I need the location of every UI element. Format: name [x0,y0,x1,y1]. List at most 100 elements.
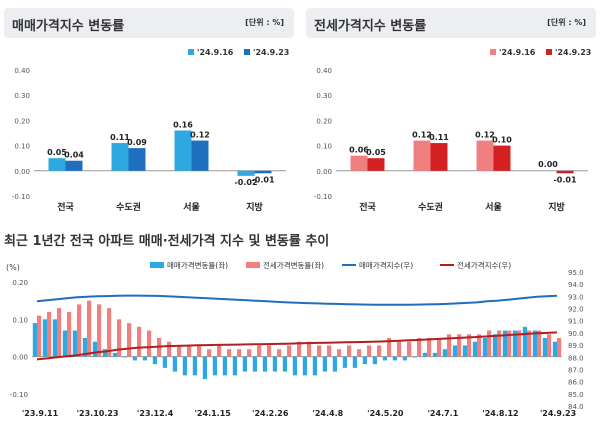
sale-value-label: -0.01 [251,175,274,184]
sale-change-panel: 매매가격지수 변동률 [단위 : %] '24.9.16 '24.9.23 0.40… [4,8,294,212]
sale-bar [111,143,129,171]
jeonse-bar [476,140,494,171]
jeonse-panel-unit: [단위 : %] [547,18,586,27]
trend-jeonse-change-bar [57,308,62,357]
trend-jeonse-change-bar [447,334,452,357]
trend-jeonse-change-bar [427,338,432,357]
sale-legend-label: '24.9.23 [253,48,289,57]
trend-right-tick-label: 85.0 [568,391,584,399]
trend-sale-change-bar [422,352,427,357]
sale-value-label: 0.16 [173,120,193,129]
trend-jeonse-change-bar [37,315,42,357]
trend-jeonse-change-bar [407,341,412,357]
trend-right-tick-label: 86.0 [568,379,584,387]
trend-jeonse-change-bar [127,323,132,357]
trend-left-tick-label: 0.10 [12,316,28,324]
trend-sale-change-bar [322,356,327,372]
trend-left-tick-label: 0.00 [12,354,28,362]
trend-jeonse-change-bar [467,334,472,357]
trend-right-tick-label: 87.0 [568,366,584,374]
jeonse-legend-label: '24.9.23 [555,48,591,57]
trend-jeonse-change-bar [227,349,232,357]
jeonse-category-label: 전국 [359,201,376,212]
trend-sale-change-bar [362,356,367,365]
trend-jeonse-change-bar [297,341,302,357]
trend-sale-change-bar [382,356,387,361]
jeonse-bar [430,143,448,171]
trend-sale-change-bar [102,349,107,357]
trend-jeonse-change-bar [457,334,462,357]
jeonse-bar [367,158,385,171]
trend-jeonse-change-bar [47,311,52,357]
trend-jeonse-change-bar [507,330,512,357]
trend-sale-change-bar [462,345,467,357]
trend-legend-label: 매매가격지수(우) [359,260,413,270]
trend-legend-swatch [150,262,164,268]
sale-bar [254,170,272,174]
trend-sale-change-bar [92,341,97,357]
trend-sale-change-bar [542,338,547,357]
trend-sale-change-bar [352,356,357,368]
jeonse-value-label: 0.12 [412,131,432,140]
trend-sale-change-bar [242,356,247,372]
trend-sale-change-bar [512,330,517,357]
trend-xtick-label: '23.10.23 [77,409,119,418]
trend-sale-change-bar [532,330,537,357]
trend-jeonse-change-bar [97,304,102,357]
trend-sale-change-bar [72,330,77,357]
trend-sale-change-bar [42,319,47,357]
trend-jeonse-change-bar [107,308,112,357]
jeonse-panel-header: 전세가격지수 변동률 [단위 : %] [306,8,596,38]
trend-sale-change-bar [142,356,147,361]
trend-jeonse-change-bar [177,345,182,357]
sale-legend-swatch [244,49,250,55]
trend-sale-change-bar [122,356,127,358]
sale-ytick-label: 0.10 [14,143,30,151]
jeonse-legend-swatch [546,49,552,55]
sale-value-label: 0.05 [47,148,67,157]
trend-sale-change-bar [282,356,287,372]
trend-xtick-label: '24.1.15 [194,409,231,418]
trend-sale-change-bar [32,323,37,357]
trend-jeonse-index-line [36,331,558,361]
trend-legend-label: 전세가격지수(우) [457,260,511,270]
trend-sale-change-bar [222,356,227,376]
jeonse-value-label: 0.11 [429,133,449,142]
trend-sale-change-bar [272,356,277,372]
jeonse-value-label: -0.01 [553,175,576,184]
trend-sale-change-bar [482,338,487,357]
sale-legend-label: '24.9.16 [197,48,234,57]
trend-left-axis-label: (%) [6,263,20,272]
trend-jeonse-change-bar [527,330,532,357]
trend-jeonse-change-bar [307,341,312,357]
trend-right-tick-label: 91.0 [568,318,584,326]
trend-sale-change-bar [162,356,167,368]
trend-sale-change-bar [112,352,117,357]
trend-xtick-label: '23.9.11 [22,409,59,418]
trend-legend-label: 매매가격변동률(좌) [167,260,228,270]
sale-legend-swatch [188,49,194,55]
trend-right-tick-label: 84.0 [568,403,584,411]
trend-jeonse-change-bar [117,319,122,357]
sale-bar [128,148,146,171]
sale-value-label: 0.11 [110,133,130,142]
trend-sale-change-bar [342,356,347,368]
jeonse-value-label: 0.10 [492,136,512,145]
jeonse-bar [493,145,511,171]
trend-sale-change-bar [502,330,507,357]
trend-jeonse-change-bar [237,349,242,357]
sale-bar [191,140,209,171]
sale-value-label: 0.12 [190,131,210,140]
trend-sale-change-bar [212,356,217,376]
jeonse-bar [556,170,574,174]
jeonse-legend-label: '24.9.16 [499,48,536,57]
trend-sale-change-bar [402,356,407,361]
trend-sale-change-bar [292,356,297,376]
trend-jeonse-change-bar [397,341,402,357]
trend-jeonse-change-bar [477,334,482,357]
sale-ytick-label: 0.00 [14,168,30,176]
trend-jeonse-change-bar [87,300,92,357]
trend-jeonse-change-bar [317,345,322,357]
trend-jeonse-change-bar [137,326,142,357]
sale-ytick-label: 0.20 [14,117,30,125]
